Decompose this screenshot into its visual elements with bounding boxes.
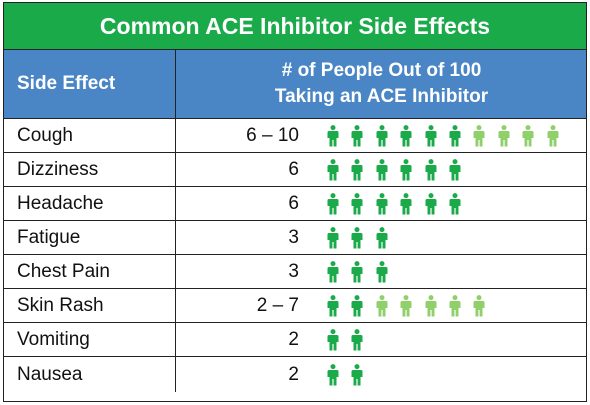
person-icon (376, 260, 388, 282)
person-icon (327, 192, 339, 214)
person-icon (351, 328, 363, 350)
header-people-line1: # of People Out of 100 (281, 60, 482, 81)
person-icon (473, 294, 485, 316)
person-icon (522, 124, 534, 146)
person-icon (351, 124, 363, 146)
person-icon (400, 294, 412, 316)
person-icon (327, 158, 339, 180)
table-title: Common ACE Inhibitor Side Effects (4, 3, 586, 50)
person-icon (449, 124, 461, 146)
person-icon (376, 294, 388, 316)
table-row: Cough 6 – 10 (4, 119, 586, 153)
person-icon (400, 158, 412, 180)
side-effect-name: Nausea (4, 357, 176, 392)
person-icon (400, 124, 412, 146)
side-effect-name: Dizziness (4, 153, 176, 186)
people-icons (327, 323, 376, 356)
person-icon (327, 363, 339, 385)
person-icon (376, 226, 388, 248)
people-count: 2 (288, 363, 299, 385)
person-icon (351, 260, 363, 282)
person-icon (449, 158, 461, 180)
side-effect-name: Vomiting (4, 323, 176, 356)
person-icon (351, 294, 363, 316)
person-icon (498, 124, 510, 146)
side-effect-name: Fatigue (4, 221, 176, 254)
people-count: 6 (288, 192, 299, 214)
person-icon (327, 226, 339, 248)
people-icons (327, 153, 473, 186)
people-count: 2 – 7 (256, 294, 299, 316)
header-side-effect: Side Effect (4, 50, 176, 118)
side-effect-name: Headache (4, 187, 176, 220)
people-count: 2 (288, 328, 299, 350)
people-icons (327, 255, 400, 288)
table-row: Vomiting 2 (4, 323, 586, 357)
people-icons (327, 221, 400, 254)
person-icon (425, 158, 437, 180)
person-icon (376, 124, 388, 146)
person-icon (351, 226, 363, 248)
person-icon (473, 124, 485, 146)
people-count: 3 (288, 226, 299, 248)
person-icon (425, 192, 437, 214)
person-icon (327, 294, 339, 316)
people-count: 6 – 10 (246, 124, 299, 146)
people-icons (327, 187, 473, 220)
side-effect-name: Chest Pain (4, 255, 176, 288)
people-icons (327, 357, 376, 392)
header-people-count: # of People Out of 100 Taking an ACE Inh… (177, 50, 586, 118)
person-icon (351, 158, 363, 180)
person-icon (449, 192, 461, 214)
table-row: Dizziness 6 (4, 153, 586, 187)
table-row: Headache 6 (4, 187, 586, 221)
table-header: Side Effect # of People Out of 100 Takin… (4, 50, 586, 119)
person-icon (547, 124, 559, 146)
side-effect-name: Cough (4, 119, 176, 152)
person-icon (449, 294, 461, 316)
person-icon (376, 192, 388, 214)
side-effect-name: Skin Rash (4, 289, 176, 322)
people-count: 6 (288, 158, 299, 180)
table-row: Fatigue 3 (4, 221, 586, 255)
table-row: Skin Rash 2 – 7 (4, 289, 586, 323)
person-icon (376, 158, 388, 180)
table-row: Nausea 2 (4, 357, 586, 392)
person-icon (351, 363, 363, 385)
people-icons (327, 119, 571, 152)
table-row: Chest Pain 3 (4, 255, 586, 289)
person-icon (400, 192, 412, 214)
person-icon (327, 124, 339, 146)
people-count: 3 (288, 260, 299, 282)
person-icon (327, 260, 339, 282)
person-icon (327, 328, 339, 350)
header-people-line2: Taking an ACE Inhibitor (274, 86, 489, 107)
table-body: Cough 6 – 10 Dizziness 6 Headache 6 Fatigue 3 Ch… (4, 119, 586, 392)
person-icon (425, 124, 437, 146)
person-icon (425, 294, 437, 316)
side-effects-table: Common ACE Inhibitor Side Effects Side E… (3, 2, 587, 402)
person-icon (351, 192, 363, 214)
people-icons (327, 289, 498, 322)
